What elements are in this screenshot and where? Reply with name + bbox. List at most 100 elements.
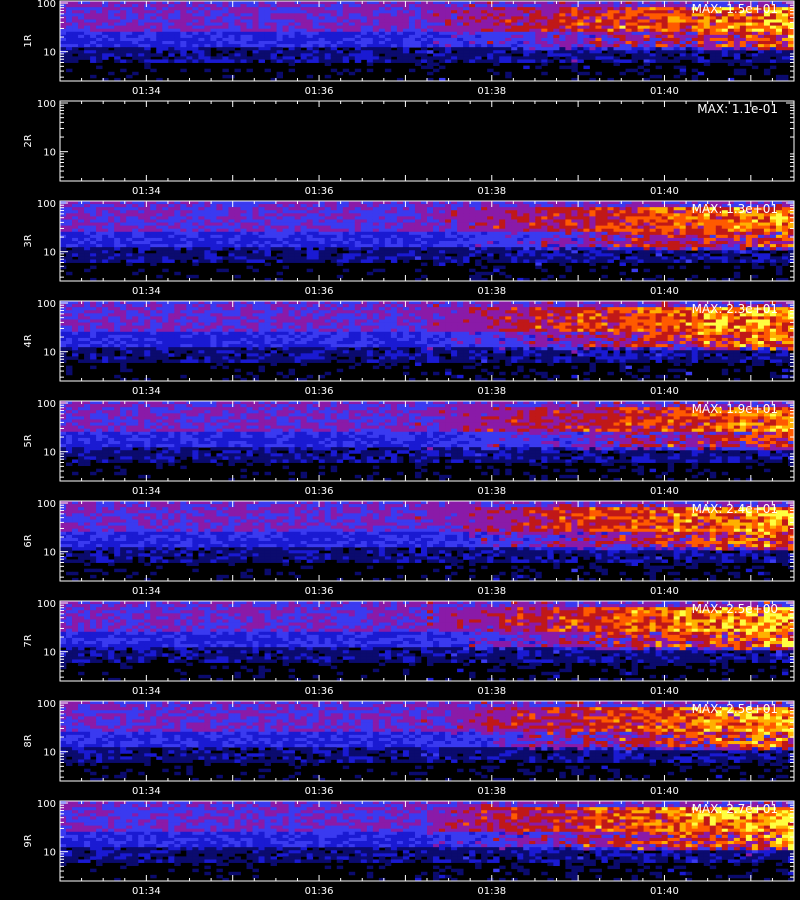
heatmap-cell	[577, 31, 584, 36]
heatmap-cell	[763, 56, 771, 60]
heatmap-cell	[348, 10, 356, 14]
heatmap-cell	[120, 241, 127, 245]
heatmap-cell	[475, 34, 482, 39]
heatmap-cell	[601, 222, 608, 227]
heatmap-cell	[360, 37, 368, 42]
heatmap-cell	[228, 16, 235, 20]
heatmap-cell	[445, 59, 452, 63]
heatmap-cell	[168, 37, 175, 42]
heatmap-cell	[360, 210, 368, 214]
heatmap-cell	[445, 13, 452, 17]
heatmap-cell	[354, 10, 362, 14]
heatmap-cell	[222, 247, 229, 251]
heatmap-cell	[336, 50, 344, 54]
heatmap-cell	[469, 53, 476, 57]
heatmap-cell	[649, 37, 657, 42]
heatmap-cell	[186, 234, 193, 239]
heatmap-cell	[162, 28, 169, 33]
heatmap-cell	[709, 219, 717, 223]
heatmap-cell	[553, 13, 560, 17]
heatmap-cell	[475, 4, 482, 8]
heatmap-cell	[420, 237, 428, 242]
heatmap-cell	[469, 241, 476, 245]
heatmap-cell	[703, 13, 711, 17]
heatmap-cell	[330, 53, 338, 57]
heatmap-cell	[108, 231, 115, 236]
heatmap-cell	[234, 213, 241, 217]
heatmap-cell	[469, 274, 476, 279]
heatmap-cell	[246, 241, 253, 245]
heatmap-cell	[390, 244, 398, 248]
heatmap-cell	[589, 25, 596, 30]
heatmap-cell	[306, 253, 314, 257]
heatmap-cell	[733, 234, 741, 239]
heatmap-cell	[685, 47, 693, 51]
heatmap-cell	[565, 219, 572, 223]
heatmap-cell	[234, 68, 241, 73]
heatmap-cell	[541, 19, 548, 23]
heatmap-cell	[216, 31, 223, 36]
heatmap-cell	[493, 259, 500, 263]
heatmap-cell	[372, 225, 380, 230]
heatmap-cell	[457, 56, 464, 60]
heatmap-cell	[90, 256, 97, 260]
heatmap-cell	[451, 13, 458, 17]
heatmap-cell	[427, 31, 434, 36]
heatmap-cell	[372, 210, 380, 214]
heatmap-cell	[120, 213, 127, 217]
heatmap-cell	[174, 237, 181, 242]
heatmap-cell	[198, 259, 205, 263]
heatmap-cell	[427, 225, 434, 230]
heatmap-cell	[408, 56, 416, 60]
heatmap-cell	[288, 44, 296, 48]
heatmap-cell	[192, 25, 199, 30]
heatmap-cell	[90, 16, 97, 20]
heatmap-cell	[402, 16, 410, 20]
heatmap-cell	[487, 271, 494, 276]
heatmap-cell	[541, 31, 548, 36]
heatmap-cell	[186, 241, 193, 245]
heatmap-cell	[342, 68, 350, 73]
heatmap-cell	[655, 274, 663, 279]
heatmap-cell	[457, 201, 464, 205]
heatmap-cell	[330, 213, 338, 217]
heatmap-cell	[72, 28, 79, 33]
heatmap-cell	[565, 37, 572, 42]
heatmap-cell	[601, 53, 608, 57]
heatmap-cell	[565, 207, 572, 211]
heatmap-cell	[126, 31, 133, 36]
heatmap-cell	[607, 47, 614, 51]
heatmap-cell	[667, 213, 675, 217]
heatmap-cell	[493, 19, 500, 23]
heatmap-cell	[282, 219, 290, 223]
heatmap-cell	[673, 216, 681, 220]
heatmap-cell	[336, 34, 344, 39]
heatmap-cell	[126, 247, 133, 251]
heatmap-cell	[661, 250, 669, 254]
heatmap-cell	[769, 4, 777, 8]
heatmap-cell	[180, 225, 187, 230]
heatmap-cell	[288, 201, 296, 205]
heatmap-cell	[577, 216, 584, 220]
heatmap-cell	[523, 65, 530, 70]
heatmap-cell	[475, 228, 482, 233]
heatmap-cell	[457, 13, 464, 17]
heatmap-cell	[439, 256, 446, 260]
heatmap-cell	[451, 244, 458, 248]
heatmap-cell	[607, 201, 614, 205]
heatmap-cell	[571, 77, 578, 82]
heatmap-cell	[162, 234, 169, 239]
heatmap-cell	[691, 53, 699, 57]
heatmap-cell	[727, 225, 735, 230]
heatmap-cell	[433, 204, 440, 208]
heatmap-cell	[577, 22, 584, 27]
heatmap-cell	[354, 16, 362, 20]
heatmap-cell	[180, 7, 187, 11]
heatmap-cell	[234, 50, 241, 54]
heatmap-cell	[529, 228, 536, 233]
heatmap-cell	[360, 4, 368, 8]
heatmap-cell	[781, 1, 789, 5]
heatmap-cell	[583, 207, 590, 211]
heatmap-cell	[156, 207, 163, 211]
heatmap-cell	[673, 213, 681, 217]
